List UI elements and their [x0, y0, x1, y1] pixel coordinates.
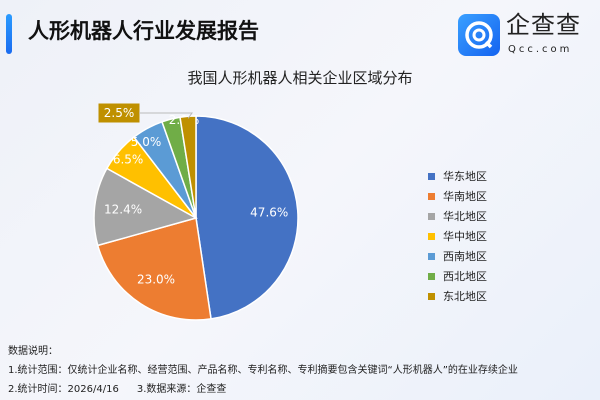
data-label: 23.0%: [137, 273, 175, 287]
pie-slice: [96, 217, 212, 321]
legend: 华东地区华南地区华北地区华中地区西南地区西北地区东北地区: [428, 166, 487, 306]
data-label: 5.0%: [131, 135, 162, 149]
notes-line1: 1.统计范围：仅统计企业名称、经营范围、产品名称、专利名称、专利摘要包含关键词“…: [8, 365, 518, 376]
leader-line: [139, 112, 193, 119]
legend-label: 华北地区: [443, 210, 487, 223]
pie-slice: [179, 115, 197, 219]
legend-swatch: [428, 232, 435, 240]
data-label: 6.5%: [113, 152, 144, 166]
legend-swatch: [428, 272, 435, 280]
legend-item: 华中地区: [428, 226, 487, 246]
logo-sub: Qcc.com: [508, 44, 573, 55]
notes-source: 3.数据来源：企查查: [136, 384, 227, 395]
data-label: 12.4%: [104, 202, 142, 216]
legend-label: 华中地区: [443, 230, 487, 243]
pie-slice: [93, 167, 198, 247]
legend-label: 华东地区: [443, 170, 487, 183]
legend-item: 西南地区: [428, 246, 487, 266]
legend-item: 东北地区: [428, 286, 487, 306]
pie-slice: [195, 115, 299, 320]
legend-label: 西南地区: [443, 250, 487, 263]
legend-swatch: [428, 172, 435, 180]
legend-item: 华南地区: [428, 186, 487, 206]
legend-label: 西北地区: [443, 270, 487, 283]
legend-item: 华北地区: [428, 206, 487, 226]
notes-line2: 2.统计时间：2026/4/16 3.数据来源：企查查: [8, 380, 518, 399]
page-title: 人形机器人行业发展报告: [28, 19, 259, 43]
legend-swatch: [428, 192, 435, 200]
legend-swatch: [428, 292, 435, 300]
chart-title: 我国人形机器人相关企业区域分布: [187, 69, 413, 87]
legend-swatch: [428, 252, 435, 260]
legend-label: 东北地区: [443, 290, 487, 303]
data-label: 2.5%: [104, 106, 135, 120]
data-label: 47.6%: [250, 206, 288, 220]
legend-item: 西北地区: [428, 266, 487, 286]
notes-heading: 数据说明：: [8, 346, 58, 357]
title-accent-bar: [6, 14, 12, 54]
legend-item: 华东地区: [428, 166, 487, 186]
logo-text: 企查查: [506, 11, 581, 39]
legend-label: 华南地区: [443, 190, 487, 203]
notes-date: 2.统计时间：2026/4/16: [8, 384, 119, 395]
qcc-logo-icon: [458, 14, 500, 56]
legend-swatch: [428, 212, 435, 220]
data-notes: 数据说明： 1.统计范围：仅统计企业名称、经营范围、产品名称、专利名称、专利摘要…: [8, 342, 518, 399]
